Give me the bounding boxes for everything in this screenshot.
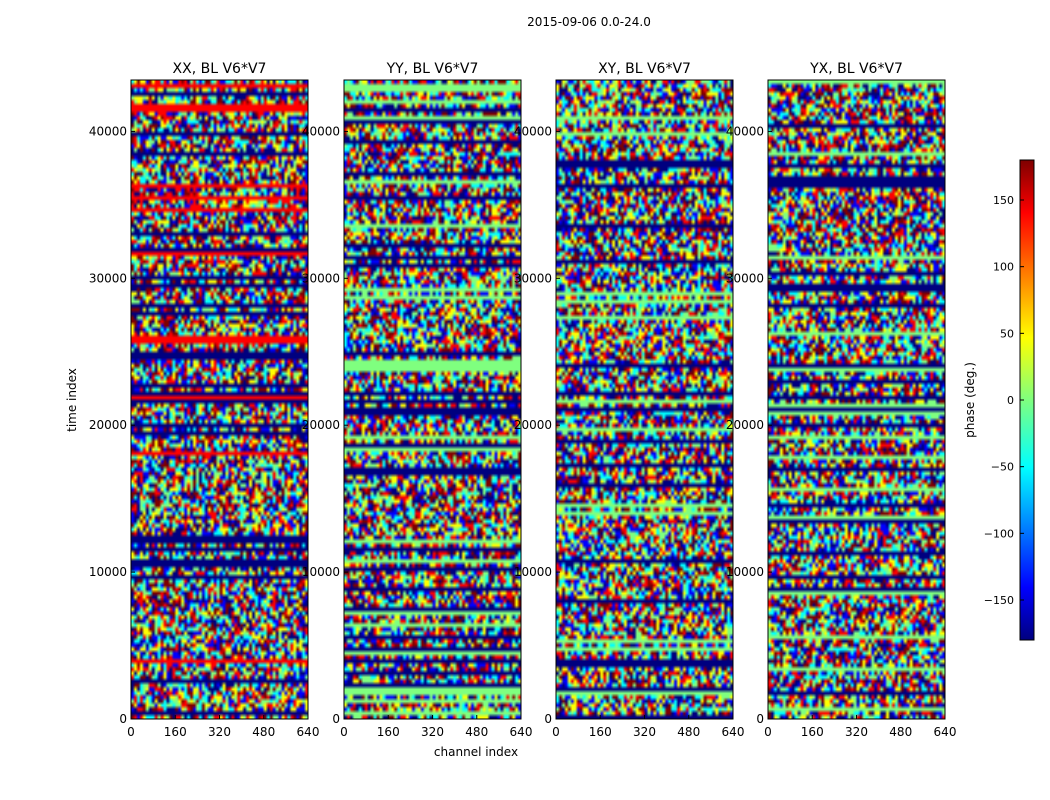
- y-tick-label: 40000: [302, 124, 340, 138]
- y-tick-label: 30000: [89, 271, 127, 285]
- figure-suptitle: 2015-09-06 0.0-24.0: [527, 15, 651, 29]
- x-tick-label: 480: [889, 725, 912, 739]
- x-tick-label: 480: [677, 725, 700, 739]
- colorbar-label: phase (deg.): [963, 362, 977, 438]
- colorbar: 150 100 50 0 −50 −100 −150 phase (deg.): [963, 159, 1035, 641]
- colorbar-ticks: 150 100 50 0 −50 −100 −150: [984, 194, 1024, 607]
- x-tick-label: 480: [252, 725, 275, 739]
- y-tick-label: 20000: [302, 418, 340, 432]
- phase-heatmap-image: [344, 80, 521, 719]
- y-tick-label: 40000: [514, 124, 552, 138]
- colorbar-tick-label: 150: [993, 194, 1014, 207]
- x-tick-label: 0: [340, 725, 348, 739]
- y-tick-label: 10000: [514, 565, 552, 579]
- x-tick-label: 0: [552, 725, 560, 739]
- x-tick-label: 480: [465, 725, 488, 739]
- colorbar-tick-label: 50: [1000, 327, 1014, 340]
- phase-heatmap-image: [768, 80, 945, 719]
- y-tick-label: 0: [332, 712, 340, 726]
- y-tick-label: 10000: [89, 565, 127, 579]
- panel-title: YY, BL V6*V7: [386, 61, 479, 77]
- panel-title: XY, BL V6*V7: [598, 61, 691, 77]
- colorbar-tick-label: 0: [1007, 394, 1014, 407]
- x-axis-label: channel index: [434, 745, 518, 759]
- y-tick-label: 0: [119, 712, 127, 726]
- x-tick-label: 640: [510, 725, 533, 739]
- phase-heatmap-image: [556, 80, 733, 719]
- y-tick-label: 40000: [89, 124, 127, 138]
- y-tick-label: 30000: [514, 271, 552, 285]
- y-tick-label: 0: [544, 712, 552, 726]
- panel-4: YX, BL V6*V7 0 160 320 480 640 0 10000 20000 3000…: [726, 61, 957, 739]
- panel-3: XY, BL V6*V7 0 160 320 480 640 0 10000 20000 3000…: [514, 61, 745, 739]
- y-tick-label: 20000: [726, 418, 764, 432]
- y-tick-label: 0: [756, 712, 764, 726]
- panels-group: XX, BL V6*V7 0 160 320 480 640 0 10000 20000 3000…: [89, 61, 957, 739]
- x-tick-label: 0: [127, 725, 135, 739]
- x-tick-label: 640: [934, 725, 957, 739]
- y-tick-label: 40000: [726, 124, 764, 138]
- colorbar-tick-label: 100: [993, 261, 1014, 274]
- panel-1: XX, BL V6*V7 0 160 320 480 640 0 10000 20000 3000…: [89, 61, 320, 739]
- x-tick-label: 160: [377, 725, 400, 739]
- x-tick-label: 160: [801, 725, 824, 739]
- colorbar-tick-label: −150: [984, 594, 1014, 607]
- y-tick-label: 20000: [89, 418, 127, 432]
- x-tick-label: 640: [297, 725, 320, 739]
- panel-title: XX, BL V6*V7: [173, 61, 267, 77]
- y-axis-label: time index: [65, 368, 79, 432]
- y-tick-label: 30000: [726, 271, 764, 285]
- x-tick-label: 640: [722, 725, 745, 739]
- y-tick-label: 20000: [514, 418, 552, 432]
- x-tick-label: 160: [589, 725, 612, 739]
- x-tick-label: 320: [633, 725, 656, 739]
- x-tick-label: 160: [164, 725, 187, 739]
- y-tick-label: 10000: [302, 565, 340, 579]
- phase-heatmap-image: [131, 80, 308, 719]
- panel-title: YX, BL V6*V7: [809, 61, 903, 77]
- x-tick-label: 0: [764, 725, 772, 739]
- panel-2: YY, BL V6*V7 0 160 320 480 640 0 10000 20000 3000…: [302, 61, 533, 739]
- x-tick-label: 320: [845, 725, 868, 739]
- colorbar-tick-label: −50: [991, 461, 1014, 474]
- x-tick-label: 320: [208, 725, 231, 739]
- x-tick-label: 320: [421, 725, 444, 739]
- colorbar-tick-label: −100: [984, 527, 1014, 540]
- y-tick-label: 10000: [726, 565, 764, 579]
- y-tick-label: 30000: [302, 271, 340, 285]
